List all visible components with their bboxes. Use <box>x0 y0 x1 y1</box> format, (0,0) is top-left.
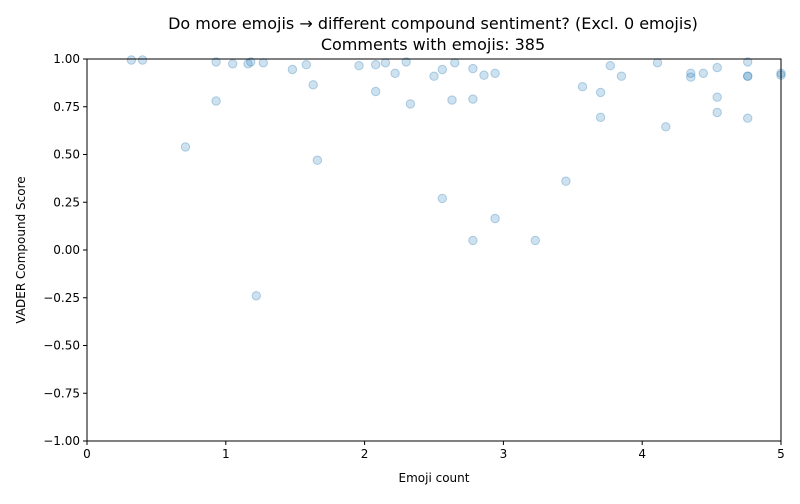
chart-subtitle: Comments with emojis: 385 <box>321 35 545 54</box>
x-tick-label: 4 <box>638 447 646 461</box>
data-point <box>312 155 323 165</box>
x-tick-label: 3 <box>500 447 508 461</box>
y-tick-label: −0.75 <box>43 386 80 400</box>
data-point <box>712 62 722 73</box>
data-point <box>258 58 268 68</box>
data-point <box>380 58 391 68</box>
data-point <box>661 122 671 132</box>
y-tick-label: −1.00 <box>43 434 80 448</box>
y-tick-label: 0.00 <box>53 243 80 257</box>
data-point <box>126 55 137 65</box>
data-point <box>390 68 400 79</box>
x-axis-label: Emoji count <box>399 471 470 485</box>
x-tick-label: 1 <box>222 447 230 461</box>
data-point <box>743 57 753 67</box>
data-point <box>301 59 311 70</box>
data-point <box>287 64 298 75</box>
plot-frame <box>86 58 782 442</box>
data-point <box>437 64 447 75</box>
data-point <box>479 70 489 80</box>
data-point <box>530 235 540 246</box>
data-point <box>450 58 460 68</box>
data-point <box>490 213 500 224</box>
data-point <box>743 71 753 81</box>
x-tick-label: 2 <box>361 447 369 461</box>
data-point <box>468 235 478 246</box>
data-point <box>698 68 708 79</box>
data-point <box>211 96 221 106</box>
ticks-layer: 0 1 2 3 4 5 −1.00 −0.75 −0.50 −0.25 0.00 0.25 0.50 0.… <box>43 52 785 461</box>
x-tick-label: 5 <box>777 447 785 461</box>
data-point <box>743 113 753 123</box>
data-point <box>595 87 606 98</box>
data-point <box>686 68 696 79</box>
data-point <box>371 86 381 97</box>
data-point <box>686 72 696 82</box>
data-point <box>577 82 588 92</box>
data-point <box>437 193 447 204</box>
data-point <box>180 142 191 152</box>
data-point <box>251 291 261 301</box>
data-point <box>371 59 381 70</box>
data-point <box>228 59 238 69</box>
data-point <box>243 59 253 69</box>
y-axis-label: VADER Compound Score <box>14 176 28 323</box>
y-tick-label: 0.75 <box>53 100 80 114</box>
data-point <box>605 60 615 71</box>
data-point <box>137 55 148 65</box>
data-point <box>712 92 722 102</box>
data-point <box>405 99 416 109</box>
y-tick-label: 0.25 <box>53 195 80 209</box>
data-point <box>246 57 256 67</box>
y-tick-label: −0.25 <box>43 291 80 305</box>
data-point <box>468 63 478 74</box>
points-layer <box>126 55 786 301</box>
data-point <box>308 80 318 90</box>
data-point <box>354 60 364 71</box>
data-point <box>490 68 500 79</box>
chart-title: Do more emojis → different compound sent… <box>168 14 698 33</box>
y-tick-label: 0.50 <box>53 148 80 162</box>
data-point <box>447 95 457 105</box>
data-point <box>401 57 411 67</box>
data-point <box>211 57 221 67</box>
data-point <box>595 112 606 123</box>
x-tick-label: 0 <box>83 447 91 461</box>
data-point <box>652 58 663 68</box>
data-point <box>561 176 571 186</box>
y-tick-label: 1.00 <box>53 52 80 66</box>
data-point <box>468 94 478 104</box>
data-point <box>616 71 627 81</box>
data-point <box>712 107 722 118</box>
data-point <box>429 71 439 81</box>
data-point <box>743 71 753 81</box>
y-tick-label: −0.50 <box>43 339 80 353</box>
